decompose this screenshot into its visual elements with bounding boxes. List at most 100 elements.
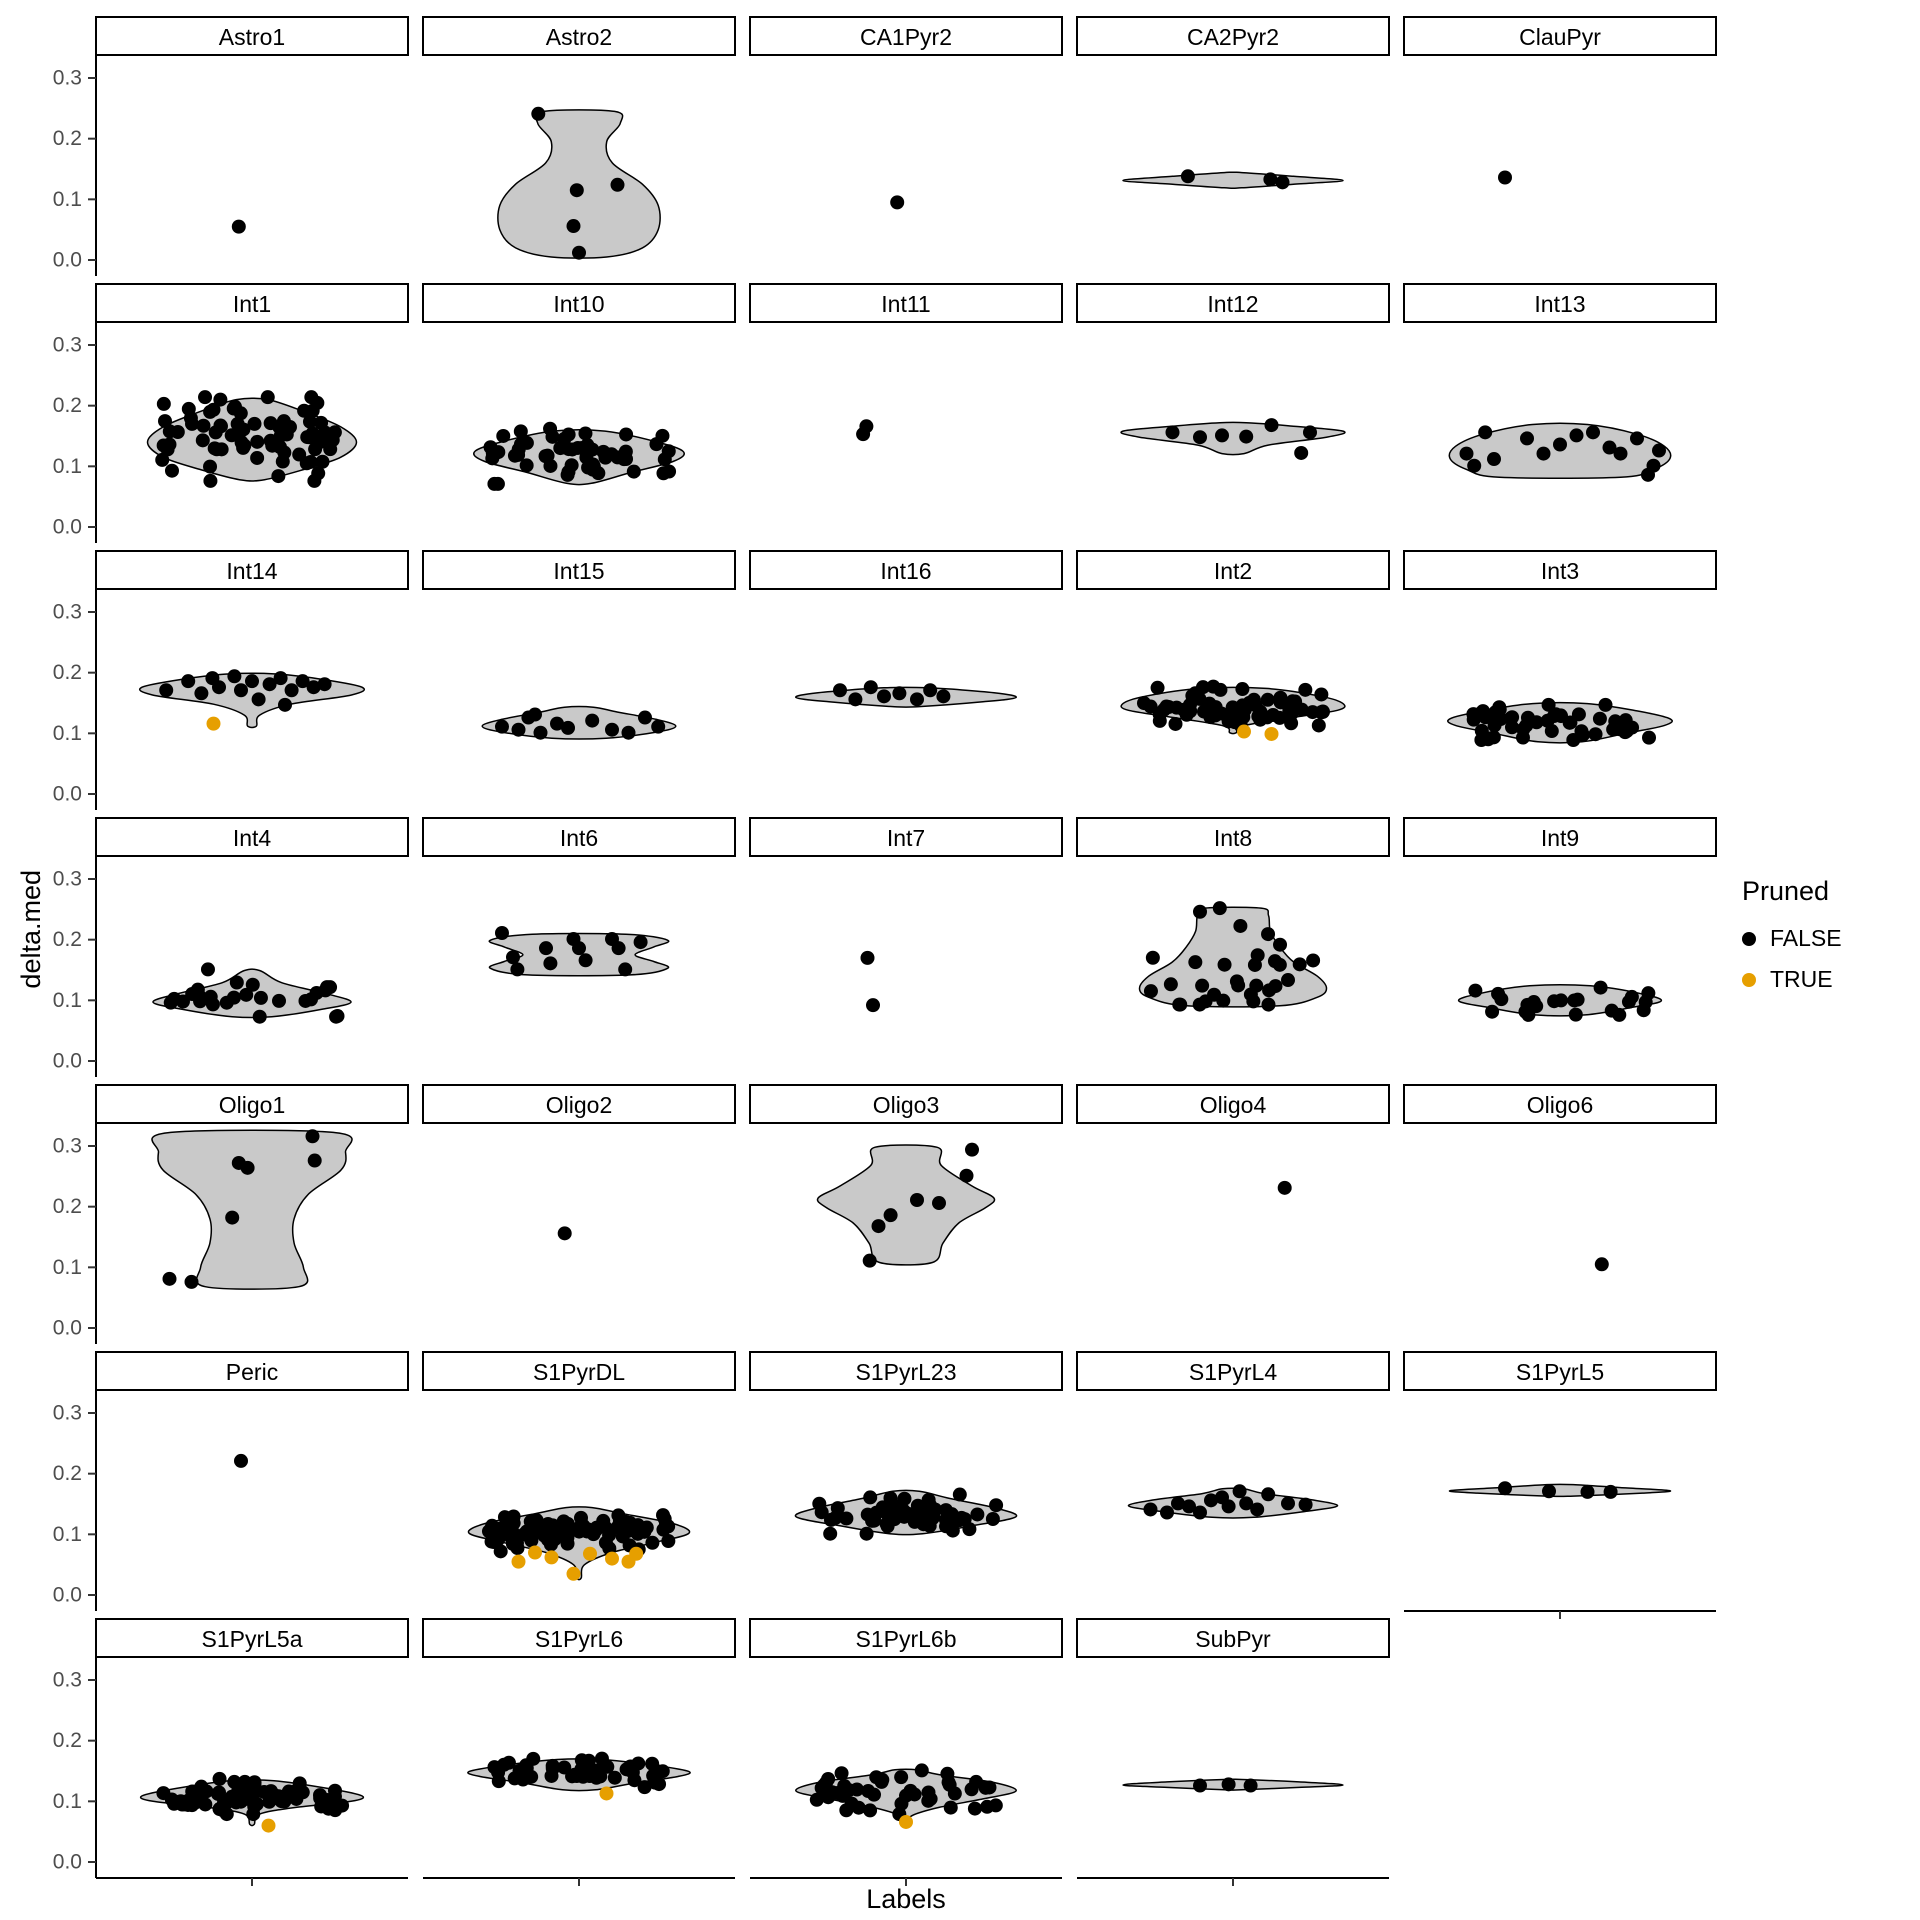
data-point [581, 460, 596, 475]
facet-strip-label: ClauPyr [1519, 24, 1601, 50]
data-point-pruned [1264, 726, 1279, 741]
data-point [835, 1788, 850, 1803]
data-point [1193, 1778, 1207, 1793]
facet-strip-label: Int9 [1541, 825, 1579, 851]
data-point [208, 425, 223, 440]
data-point-pruned [261, 1818, 276, 1833]
legend-entry-true: TRUE [1742, 966, 1842, 993]
data-point [306, 680, 321, 695]
data-point [1294, 702, 1309, 717]
data-point [1292, 957, 1307, 972]
facet-strip-label: Oligo2 [546, 1092, 612, 1118]
data-point [1515, 730, 1530, 745]
data-point [1168, 716, 1183, 731]
data-point [897, 1491, 912, 1506]
data-point [1592, 711, 1607, 726]
facet-strip-label: Int6 [560, 825, 598, 851]
data-point [523, 1514, 538, 1529]
facet-strip-label: Int1 [233, 291, 271, 317]
data-point [574, 1753, 589, 1768]
data-point [1485, 1004, 1500, 1019]
data-point [809, 1792, 824, 1807]
data-point [1652, 443, 1666, 458]
data-point [867, 1509, 882, 1524]
data-point [491, 445, 506, 460]
facet-strip-label: S1PyrL5 [1516, 1359, 1604, 1385]
data-point [1504, 720, 1519, 735]
y-tick-label: 0.2 [53, 1195, 82, 1218]
data-point [513, 424, 528, 439]
y-axis-title: delta.med [16, 870, 46, 989]
y-tick-label: 0.0 [53, 1317, 82, 1340]
data-point [1612, 1007, 1627, 1022]
data-point [1315, 704, 1330, 719]
data-point [1182, 1499, 1196, 1514]
data-point [1275, 175, 1290, 190]
facet-strip-label: Astro2 [546, 24, 612, 50]
facet-strip-label: Oligo1 [219, 1092, 285, 1118]
data-point [1498, 170, 1512, 185]
data-point [565, 1769, 580, 1784]
data-point [225, 1210, 240, 1225]
data-point [1284, 716, 1299, 731]
data-point [307, 1153, 322, 1168]
data-point [272, 993, 287, 1008]
data-point [239, 987, 254, 1002]
data-point [251, 692, 266, 707]
data-point [1183, 704, 1198, 719]
data-point [226, 401, 241, 416]
data-point [573, 1519, 588, 1534]
data-point [941, 1775, 956, 1790]
data-point [1150, 680, 1165, 695]
data-point [561, 427, 576, 442]
data-point [1145, 950, 1160, 965]
data-point [1491, 986, 1506, 1001]
facet-strip [95, 283, 409, 323]
y-tick-label: 0.3 [53, 334, 82, 357]
violin-Oligo3 [816, 1144, 996, 1266]
facet-strip [95, 817, 409, 857]
facet-strip-label: S1PyrL6 [535, 1626, 623, 1652]
data-point [970, 1507, 985, 1522]
data-point [1487, 452, 1501, 467]
data-point [839, 1511, 854, 1526]
data-point [943, 1800, 958, 1815]
data-point [823, 1526, 838, 1541]
data-point [936, 689, 951, 704]
data-point [944, 1507, 959, 1522]
facet-strip-label: CA2Pyr2 [1187, 24, 1279, 50]
data-point [1221, 1499, 1236, 1514]
data-point [585, 442, 600, 457]
data-point [1193, 904, 1207, 919]
data-point [517, 1527, 532, 1542]
facet-strip-label: Oligo6 [1527, 1092, 1593, 1118]
y-tick-label: 0.3 [53, 1135, 82, 1158]
data-point [273, 671, 288, 686]
data-point [1580, 1484, 1595, 1499]
data-point [839, 1803, 854, 1818]
data-point [626, 464, 641, 479]
data-point [229, 975, 244, 990]
data-point-pruned [544, 1550, 559, 1565]
data-point [618, 962, 633, 977]
x-axis-title: Labels [866, 1884, 946, 1914]
data-point [506, 1526, 521, 1541]
data-point [511, 442, 526, 457]
legend-entry-false: FALSE [1742, 925, 1842, 952]
data-point [1541, 697, 1556, 712]
data-point [219, 995, 234, 1010]
data-point [610, 177, 625, 192]
data-point-pruned [566, 1566, 581, 1581]
data-point [330, 1009, 345, 1024]
data-point [1306, 953, 1321, 968]
y-tick-label: 0.1 [53, 455, 82, 478]
violin-S1PyrL5 [1448, 1483, 1672, 1498]
data-point [658, 1517, 673, 1532]
violin-Int8 [1138, 906, 1328, 1008]
data-point [656, 466, 671, 481]
facet-strip-label: Peric [226, 1359, 278, 1385]
data-point [311, 466, 326, 481]
data-point [1586, 425, 1600, 440]
data-point [496, 428, 511, 443]
